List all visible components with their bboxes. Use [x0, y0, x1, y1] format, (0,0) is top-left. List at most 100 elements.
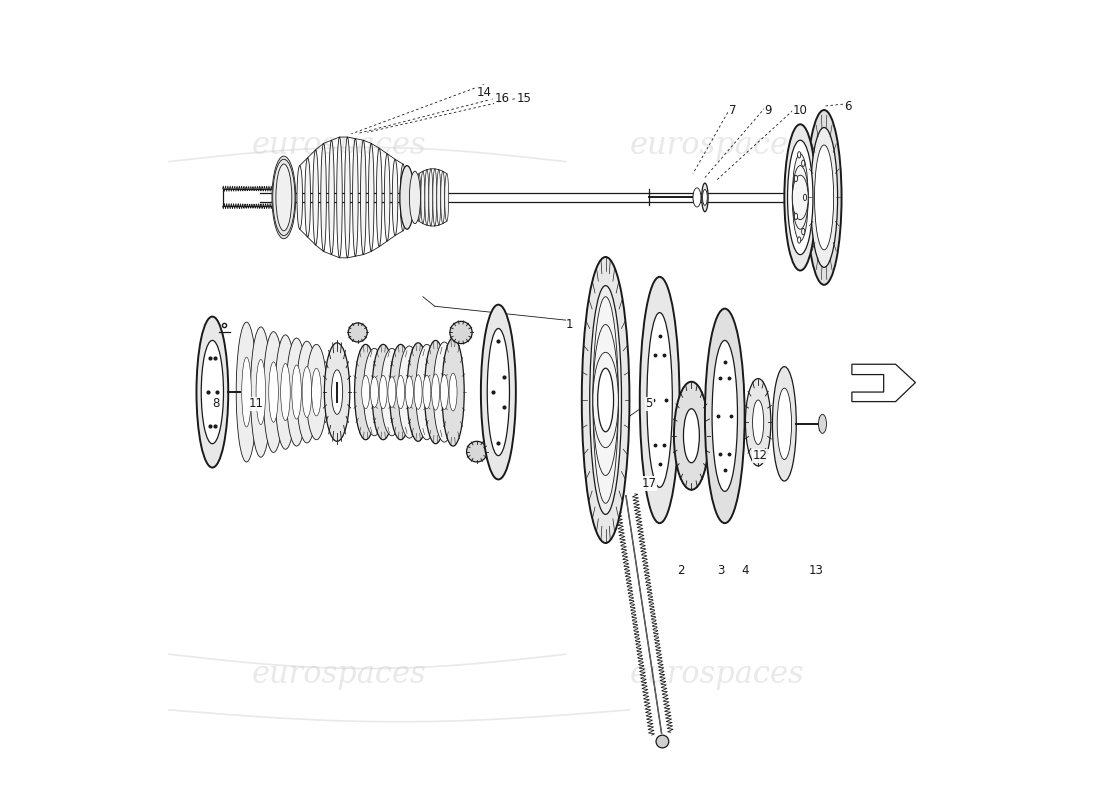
Ellipse shape	[274, 166, 294, 229]
Ellipse shape	[802, 229, 805, 234]
Ellipse shape	[276, 164, 292, 230]
Ellipse shape	[256, 359, 265, 425]
Ellipse shape	[363, 348, 386, 436]
Ellipse shape	[444, 174, 449, 222]
Ellipse shape	[450, 322, 472, 343]
Ellipse shape	[441, 171, 444, 224]
Ellipse shape	[371, 377, 378, 407]
Ellipse shape	[324, 342, 350, 442]
Ellipse shape	[597, 368, 614, 432]
Ellipse shape	[400, 166, 415, 229]
Ellipse shape	[321, 143, 327, 251]
Ellipse shape	[273, 159, 295, 235]
Ellipse shape	[788, 140, 813, 254]
Ellipse shape	[406, 376, 414, 408]
Ellipse shape	[440, 374, 449, 410]
Ellipse shape	[400, 164, 406, 230]
Ellipse shape	[792, 175, 808, 220]
Ellipse shape	[407, 342, 429, 442]
Ellipse shape	[466, 442, 487, 462]
Ellipse shape	[242, 357, 251, 427]
Text: 9: 9	[764, 103, 772, 117]
Text: 1: 1	[566, 318, 573, 331]
Ellipse shape	[705, 309, 745, 523]
Ellipse shape	[433, 342, 455, 442]
Ellipse shape	[312, 150, 318, 245]
Ellipse shape	[311, 368, 321, 416]
Ellipse shape	[379, 375, 387, 409]
Ellipse shape	[647, 313, 672, 487]
Ellipse shape	[814, 145, 834, 250]
Ellipse shape	[372, 344, 394, 440]
Text: 7: 7	[729, 103, 737, 117]
Ellipse shape	[582, 257, 629, 543]
Text: 11: 11	[249, 398, 264, 410]
Ellipse shape	[201, 341, 223, 444]
Text: 12: 12	[754, 449, 768, 462]
Ellipse shape	[811, 127, 837, 267]
Text: eurospaces: eurospaces	[252, 130, 427, 162]
Ellipse shape	[806, 110, 842, 285]
Text: 14: 14	[476, 86, 492, 99]
Text: 16: 16	[495, 93, 509, 106]
Ellipse shape	[798, 152, 801, 158]
Polygon shape	[851, 364, 915, 402]
Ellipse shape	[381, 348, 403, 436]
Ellipse shape	[792, 154, 808, 241]
Text: 3: 3	[717, 564, 725, 578]
Ellipse shape	[703, 190, 707, 206]
Ellipse shape	[593, 325, 618, 475]
Ellipse shape	[429, 169, 432, 226]
Ellipse shape	[354, 344, 377, 440]
Ellipse shape	[798, 237, 801, 243]
Ellipse shape	[674, 382, 708, 490]
Ellipse shape	[306, 344, 327, 440]
Ellipse shape	[432, 169, 437, 226]
Ellipse shape	[425, 170, 429, 226]
Ellipse shape	[431, 374, 440, 410]
Text: 5: 5	[646, 398, 653, 410]
Ellipse shape	[362, 375, 370, 409]
Ellipse shape	[353, 138, 359, 256]
Ellipse shape	[442, 338, 464, 446]
Ellipse shape	[409, 171, 420, 224]
Text: 8: 8	[212, 398, 220, 410]
Ellipse shape	[792, 166, 808, 229]
Ellipse shape	[389, 344, 411, 440]
Ellipse shape	[415, 375, 422, 410]
Ellipse shape	[425, 341, 447, 444]
Text: 4: 4	[741, 564, 748, 578]
Ellipse shape	[297, 166, 302, 229]
Ellipse shape	[437, 170, 441, 226]
Text: 17: 17	[641, 477, 657, 490]
Text: eurospaces: eurospaces	[252, 658, 427, 690]
Ellipse shape	[263, 332, 284, 453]
Ellipse shape	[368, 143, 374, 251]
Ellipse shape	[398, 346, 420, 438]
Ellipse shape	[236, 322, 257, 462]
Ellipse shape	[329, 140, 334, 254]
Text: 6: 6	[844, 99, 851, 113]
Ellipse shape	[302, 366, 311, 418]
Ellipse shape	[794, 213, 797, 219]
Ellipse shape	[297, 342, 317, 443]
Ellipse shape	[349, 323, 367, 342]
Ellipse shape	[286, 338, 307, 446]
Ellipse shape	[818, 414, 826, 434]
Ellipse shape	[802, 160, 805, 166]
Text: 13: 13	[808, 564, 824, 578]
Ellipse shape	[778, 388, 792, 459]
Ellipse shape	[640, 277, 680, 523]
Ellipse shape	[784, 124, 816, 270]
Ellipse shape	[376, 148, 382, 246]
Ellipse shape	[275, 335, 296, 450]
Ellipse shape	[772, 366, 796, 481]
Text: 2: 2	[678, 564, 685, 578]
Ellipse shape	[421, 171, 425, 224]
Ellipse shape	[251, 327, 272, 457]
Ellipse shape	[388, 377, 396, 407]
Ellipse shape	[384, 154, 389, 241]
Ellipse shape	[487, 329, 509, 456]
Ellipse shape	[277, 159, 292, 235]
Ellipse shape	[393, 159, 398, 235]
